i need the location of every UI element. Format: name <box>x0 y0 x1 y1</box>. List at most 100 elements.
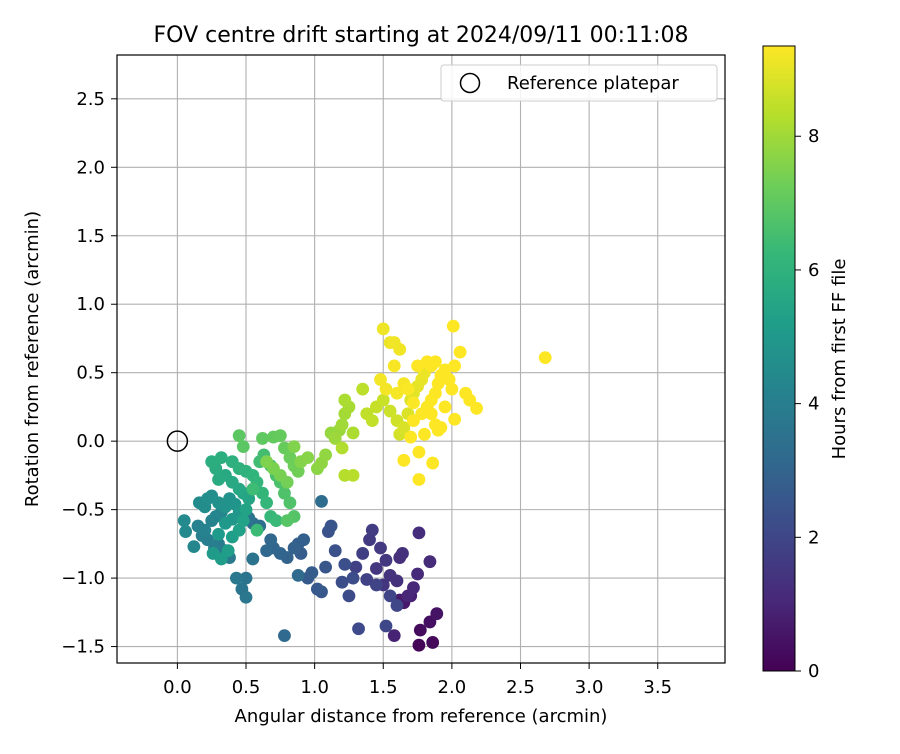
x-tick-label: 2.5 <box>506 677 535 698</box>
data-point <box>396 547 409 560</box>
colorbar: 0 2 4 6 8 Hours from first FF file <box>762 45 850 682</box>
data-point <box>448 359 462 373</box>
plot-frame <box>116 54 726 664</box>
x-axis-label: Angular distance from reference (arcmin) <box>235 706 608 727</box>
data-point <box>179 525 193 538</box>
data-point <box>256 432 269 445</box>
x-tick-label: 3.0 <box>575 677 604 698</box>
data-point <box>360 573 374 586</box>
data-point <box>453 345 467 359</box>
data-point <box>376 322 390 336</box>
x-tick-label: 3.5 <box>643 677 672 698</box>
data-point <box>356 547 370 560</box>
data-point <box>246 552 260 566</box>
data-point <box>349 560 363 574</box>
data-point <box>301 451 315 464</box>
legend-box <box>440 64 718 102</box>
data-point <box>239 571 253 585</box>
data-point <box>365 414 379 428</box>
data-point <box>426 636 440 649</box>
data-point <box>446 319 460 333</box>
x-tick-label: 2.0 <box>438 677 467 698</box>
x-tick-label: 1.5 <box>369 677 398 698</box>
data-point <box>426 456 440 470</box>
legend-label-reference: Reference platepar <box>507 73 679 94</box>
y-tick-label: −1.0 <box>61 568 105 589</box>
x-tick-label: 0.0 <box>163 677 192 698</box>
data-point <box>412 638 426 652</box>
data-point <box>280 514 294 527</box>
data-point <box>438 363 452 377</box>
data-point <box>278 486 291 500</box>
reference-marker-layer <box>166 430 189 452</box>
data-point <box>260 544 273 558</box>
data-point <box>256 486 269 500</box>
colorbar-tick-label: 0 <box>808 661 819 682</box>
data-point <box>315 495 328 508</box>
chart-title: FOV centre drift starting at 2024/09/11 … <box>154 23 689 48</box>
data-point <box>397 453 411 467</box>
data-point <box>212 527 225 541</box>
data-point <box>374 541 387 555</box>
y-tick-label: 2.0 <box>76 157 105 178</box>
data-point <box>448 412 462 426</box>
data-point <box>305 566 319 580</box>
data-point <box>379 553 393 567</box>
data-point <box>434 421 448 434</box>
data-point <box>387 629 401 643</box>
data-point <box>338 393 352 407</box>
data-point <box>383 568 397 582</box>
data-point <box>335 418 349 432</box>
data-point <box>269 514 283 527</box>
data-point <box>328 432 342 445</box>
data-point <box>214 451 228 464</box>
data-point <box>442 373 456 386</box>
data-point <box>250 523 264 537</box>
y-tick-label: 1.0 <box>76 294 105 315</box>
data-point <box>230 571 243 585</box>
data-point <box>212 473 225 486</box>
data-point <box>297 533 311 547</box>
data-point <box>423 555 437 569</box>
data-point <box>424 359 438 373</box>
data-point <box>397 421 411 434</box>
data-point <box>383 404 397 418</box>
data-point <box>383 589 397 603</box>
data-point <box>352 622 365 636</box>
colorbar-ticks: 0 2 4 6 8 <box>795 126 819 682</box>
x-axis-ticks: 0.0 0.5 1.0 1.5 2.0 2.5 3.0 3.5 <box>163 663 672 698</box>
data-point <box>407 396 420 410</box>
data-point <box>319 560 333 574</box>
y-tick-label: −1.5 <box>61 637 105 658</box>
legend: Reference platepar <box>440 64 718 102</box>
reference-platepar-marker <box>166 430 189 452</box>
data-point <box>411 567 424 581</box>
data-point <box>346 469 360 482</box>
data-point <box>424 407 438 421</box>
data-point <box>407 581 420 595</box>
data-point <box>418 427 431 441</box>
data-point <box>324 519 338 533</box>
colorbar-label: Hours from first FF file <box>829 259 850 460</box>
data-point <box>379 619 393 633</box>
data-point <box>413 623 427 637</box>
data-point <box>379 382 393 396</box>
data-point <box>232 429 246 443</box>
legend-marker-reference <box>459 72 481 94</box>
data-point <box>430 607 444 621</box>
data-point <box>387 359 401 373</box>
x-tick-label: 1.0 <box>300 677 329 698</box>
data-point <box>412 445 426 459</box>
data-point <box>445 382 459 396</box>
data-point <box>342 589 356 603</box>
data-point <box>393 343 407 356</box>
data-points <box>177 319 552 652</box>
data-point <box>177 514 191 527</box>
data-point <box>239 590 253 604</box>
data-point <box>374 373 387 386</box>
data-point <box>205 455 219 469</box>
data-point <box>404 430 418 444</box>
data-point <box>319 448 333 462</box>
x-tick-label: 0.5 <box>232 677 261 698</box>
